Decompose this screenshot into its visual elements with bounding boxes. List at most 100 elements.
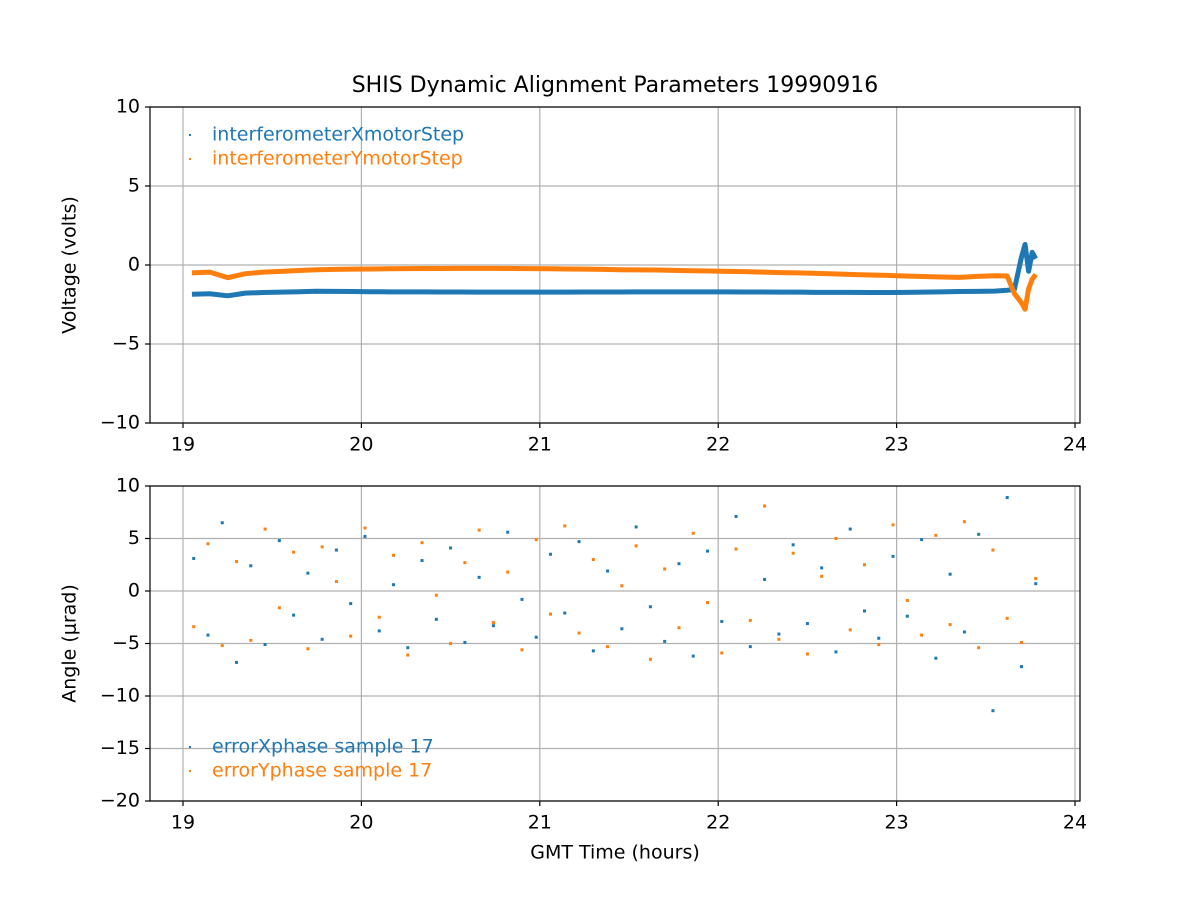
scatter-point bbox=[220, 644, 224, 648]
scatter-point bbox=[591, 649, 595, 653]
scatter-point bbox=[349, 634, 353, 638]
scatter-point bbox=[249, 638, 253, 642]
x-tick-label: 23 bbox=[885, 434, 909, 456]
scatter-point bbox=[377, 615, 381, 619]
scatter-point bbox=[363, 526, 367, 530]
scatter-point bbox=[920, 633, 924, 637]
scatter-point bbox=[691, 531, 695, 535]
scatter-point bbox=[1005, 496, 1009, 500]
scatter-point bbox=[277, 606, 281, 610]
scatter-point bbox=[1034, 576, 1038, 580]
scatter-point bbox=[534, 635, 538, 639]
y-tick-label: −15 bbox=[100, 737, 140, 759]
y-tick-label: 5 bbox=[128, 175, 140, 197]
scatter-point bbox=[763, 504, 767, 508]
axes-frame bbox=[149, 106, 1081, 424]
scatter-point bbox=[748, 618, 752, 622]
scatter-point bbox=[206, 633, 210, 637]
scatter-point bbox=[791, 543, 795, 547]
x-tick-label: 19 bbox=[171, 434, 195, 456]
scatter-point bbox=[734, 547, 738, 551]
scatter-point bbox=[477, 575, 481, 579]
scatter-point bbox=[263, 527, 267, 531]
y-axis-label: Angle (μrad) bbox=[59, 584, 81, 703]
scatter-point bbox=[334, 580, 338, 584]
x-tick-label: 24 bbox=[1063, 434, 1087, 456]
scatter-point bbox=[420, 541, 424, 545]
scatter-point bbox=[905, 598, 909, 602]
scatter-point bbox=[235, 660, 239, 664]
scatter-point bbox=[962, 630, 966, 634]
scatter-point bbox=[777, 632, 781, 636]
scatter-point bbox=[463, 640, 467, 644]
scatter-point bbox=[292, 613, 296, 617]
scatter-point bbox=[848, 628, 852, 632]
legend-label: errorYphase sample 17 bbox=[212, 760, 432, 782]
scatter-point bbox=[434, 593, 438, 597]
scatter-point bbox=[277, 539, 281, 543]
scatter-point bbox=[206, 542, 210, 546]
scatter-point bbox=[948, 623, 952, 627]
scatter-point bbox=[506, 530, 510, 534]
scatter-point bbox=[1019, 665, 1023, 669]
scatter-point bbox=[249, 564, 253, 568]
scatter-point bbox=[920, 538, 924, 542]
scatter-point bbox=[677, 626, 681, 630]
scatter-point bbox=[306, 571, 310, 575]
scatter-point bbox=[349, 602, 353, 606]
scatter-point bbox=[620, 584, 624, 588]
y-axis-label: Voltage (volts) bbox=[59, 196, 81, 334]
scatter-point bbox=[862, 609, 866, 613]
scatter-point bbox=[805, 652, 809, 656]
scatter-point bbox=[1019, 640, 1023, 644]
scatter-point bbox=[477, 528, 481, 532]
scatter-point bbox=[549, 612, 553, 616]
legend-label: errorXphase sample 17 bbox=[212, 736, 434, 758]
legend-marker bbox=[189, 746, 191, 748]
x-tick-label: 23 bbox=[885, 812, 909, 834]
x-tick-label: 22 bbox=[706, 812, 730, 834]
y-tick-label: 10 bbox=[116, 475, 140, 497]
legend-label: interferometerXmotorStep bbox=[212, 124, 464, 146]
scatter-point bbox=[720, 619, 724, 623]
scatter-point bbox=[834, 650, 838, 654]
scatter-point bbox=[491, 624, 495, 628]
data-line bbox=[191, 265, 1038, 312]
scatter-point bbox=[334, 548, 338, 552]
scatter-point bbox=[905, 614, 909, 618]
scatter-point bbox=[977, 532, 981, 536]
scatter-point bbox=[363, 534, 367, 538]
scatter-point bbox=[648, 657, 652, 661]
scatter-point bbox=[463, 561, 467, 565]
x-tick-label: 22 bbox=[706, 434, 730, 456]
legend-label: interferometerYmotorStep bbox=[212, 148, 463, 170]
scatter-point bbox=[606, 569, 610, 573]
x-tick-label: 21 bbox=[528, 434, 552, 456]
y-tick-label: 10 bbox=[116, 96, 140, 118]
y-tick-label: 0 bbox=[128, 580, 140, 602]
scatter-point bbox=[748, 645, 752, 649]
scatter-point bbox=[648, 605, 652, 609]
scatter-point bbox=[392, 553, 396, 557]
scatter-point bbox=[620, 627, 624, 631]
scatter-point bbox=[192, 556, 196, 560]
scatter-point bbox=[634, 544, 638, 548]
scatter-point bbox=[763, 577, 767, 581]
scatter-point bbox=[491, 621, 495, 624]
scatter-point bbox=[991, 709, 995, 713]
scatter-point bbox=[706, 601, 710, 605]
scatter-point bbox=[406, 646, 410, 650]
scatter-point bbox=[862, 563, 866, 567]
x-axis-label: GMT Time (hours) bbox=[530, 842, 700, 864]
scatter-point bbox=[434, 617, 438, 621]
x-tick-label: 21 bbox=[528, 812, 552, 834]
scatter-point bbox=[820, 574, 824, 578]
scatter-point bbox=[449, 642, 453, 645]
scatter-point bbox=[634, 525, 638, 529]
scatter-point bbox=[777, 637, 781, 641]
scatter-point bbox=[220, 521, 224, 525]
scatter-point bbox=[263, 643, 267, 647]
scatter-point bbox=[520, 597, 524, 601]
scatter-point bbox=[734, 514, 738, 518]
